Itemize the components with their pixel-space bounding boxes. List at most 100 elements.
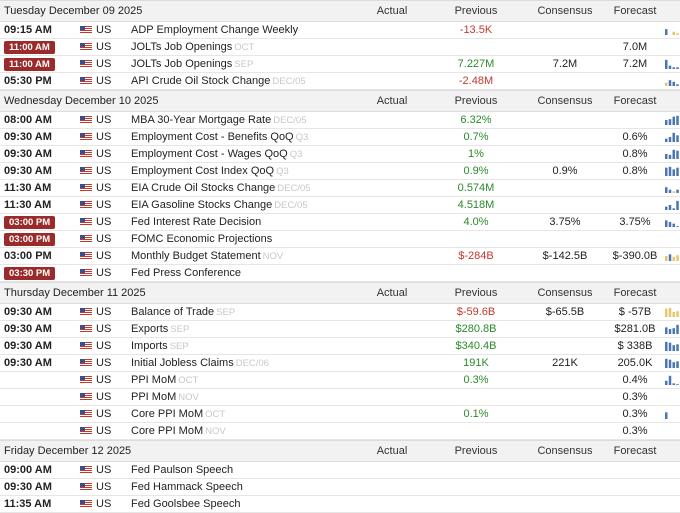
event-name-link[interactable]: Core PPI MoM <box>131 425 204 437</box>
event-row[interactable]: 09:15 AM US ADP Employment Change Weekly -1… <box>0 22 680 39</box>
day-header: Friday December 12 2025 Actual Previous Con… <box>0 440 680 462</box>
event-name-link[interactable]: Employment Cost Index QoQ <box>131 165 275 177</box>
event-name-cell: Exports SEP <box>127 323 357 335</box>
sparkline-chart <box>665 187 679 193</box>
event-row[interactable]: 09:30 AM US Initial Jobless Claims DEC/06 19… <box>0 355 680 372</box>
event-name-link[interactable]: Employment Cost - Wages QoQ <box>131 148 288 160</box>
event-country-cell: US <box>72 58 127 70</box>
event-row[interactable]: 09:30 AM US Employment Cost - Wages QoQ Q3 1… <box>0 146 680 163</box>
event-row[interactable]: 11:00 AM US JOLTs Job Openings OCT 7.0M <box>0 39 680 56</box>
event-previous: 0.1% <box>463 408 489 420</box>
event-previous: $340.4B <box>455 340 497 352</box>
event-time: 09:30 AM <box>4 323 52 335</box>
event-country-cell: US <box>72 408 127 420</box>
event-name-link[interactable]: Core PPI MoM <box>131 408 204 420</box>
event-row[interactable]: 09:00 AM US Fed Paulson Speech <box>0 462 680 479</box>
event-previous: -2.48M <box>458 75 494 87</box>
event-name-cell: Fed Paulson Speech <box>127 464 357 476</box>
event-reference-period: DEC/05 <box>272 76 306 87</box>
event-name-link[interactable]: Employment Cost - Benefits QoQ <box>131 131 294 143</box>
event-row[interactable]: 09:30 AM US Balance of Trade SEP $-59.6B $-65… <box>0 304 680 321</box>
event-time: 09:30 AM <box>4 148 52 160</box>
event-country-cell: US <box>72 306 127 318</box>
event-sparkline-cell <box>665 374 680 386</box>
sparkline-chart <box>665 200 679 210</box>
event-name-link[interactable]: Monthly Budget Statement <box>131 250 261 262</box>
event-previous: $-59.6B <box>456 306 496 318</box>
event-row[interactable]: 09:30 AM US Employment Cost - Benefits QoQ… <box>0 129 680 146</box>
sparkline-chart <box>665 149 679 159</box>
event-forecast: $ -57B <box>618 306 652 318</box>
event-row[interactable]: 09:30 AM US Exports SEP $280.8B $281.0B <box>0 321 680 338</box>
event-row[interactable]: US Core PPI MoM OCT 0.1% 0.3% <box>0 406 680 423</box>
event-name-link[interactable]: JOLTs Job Openings <box>131 58 233 70</box>
event-sparkline-cell <box>665 357 680 369</box>
event-row[interactable]: 11:30 AM US EIA Crude Oil Stocks Change DEC… <box>0 180 680 197</box>
event-country-cell: US <box>72 165 127 177</box>
event-name-cell: Core PPI MoM OCT <box>127 408 357 420</box>
event-consensus: $-65.5B <box>545 306 585 318</box>
event-row[interactable]: 11:30 AM US EIA Gasoline Stocks Change DEC/… <box>0 197 680 214</box>
event-row[interactable]: US Core PPI MoM NOV 0.3% <box>0 423 680 440</box>
event-name-link[interactable]: ADP Employment Change Weekly <box>131 24 299 36</box>
event-name-link[interactable]: API Crude Oil Stock Change <box>131 75 271 87</box>
event-row[interactable]: 03:30 PM US Fed Press Conference <box>0 265 680 282</box>
sparkline-bar <box>668 65 672 69</box>
us-flag-icon <box>80 60 92 67</box>
event-country: US <box>96 374 112 386</box>
event-name-link[interactable]: PPI MoM <box>131 391 177 403</box>
event-previous: 4.0% <box>463 216 489 228</box>
event-reference-period: NOV <box>262 251 284 262</box>
us-flag-icon <box>80 184 92 191</box>
event-previous: 6.32% <box>460 114 492 126</box>
event-name-link[interactable]: Fed Goolsbee Speech <box>131 498 241 510</box>
event-name-link[interactable]: FOMC Economic Projections <box>131 233 273 245</box>
event-row[interactable]: 09:30 AM US Employment Cost Index QoQ Q3 0.9… <box>0 163 680 180</box>
event-row[interactable]: 03:00 PM US FOMC Economic Projections <box>0 231 680 248</box>
sparkline-bar <box>665 256 668 261</box>
event-name-link[interactable]: PPI MoM <box>131 374 177 386</box>
event-name-link[interactable]: Fed Paulson Speech <box>131 464 234 476</box>
event-row[interactable]: 11:00 AM US JOLTs Job Openings SEP 7.227M 7.2… <box>0 56 680 73</box>
event-row[interactable]: 03:00 PM US Monthly Budget Statement NOV $-2… <box>0 248 680 265</box>
event-row[interactable]: 09:30 AM US Imports SEP $340.4B $ 338B <box>0 338 680 355</box>
event-sparkline-cell <box>665 323 680 335</box>
sparkline-bar <box>672 328 675 334</box>
event-sparkline-cell <box>665 250 680 262</box>
sparkline-bar <box>676 67 679 69</box>
event-name-link[interactable]: EIA Gasoline Stocks Change <box>131 199 273 211</box>
event-name-link[interactable]: Exports <box>131 323 169 335</box>
column-header-previous: Previous <box>454 445 498 457</box>
sparkline-bar <box>668 254 672 261</box>
event-name-link[interactable]: Balance of Trade <box>131 306 215 318</box>
event-country: US <box>96 425 112 437</box>
sparkline-chart <box>665 59 679 69</box>
sparkline-bar <box>665 412 668 419</box>
event-row[interactable]: 09:30 AM US Fed Hammack Speech <box>0 479 680 496</box>
event-name-link[interactable]: MBA 30-Year Mortgage Rate <box>131 114 272 126</box>
event-row[interactable]: 11:35 AM US Fed Goolsbee Speech <box>0 496 680 513</box>
sparkline-bar <box>676 189 679 193</box>
event-previous: 191K <box>463 357 489 369</box>
event-time-badge: 03:30 PM <box>4 266 56 280</box>
event-country-cell: US <box>72 216 127 228</box>
event-name-link[interactable]: Fed Interest Rate Decision <box>131 216 262 228</box>
event-row[interactable]: 05:30 PM US API Crude Oil Stock Change DEC/… <box>0 73 680 90</box>
sparkline-bar <box>665 29 668 35</box>
event-time-badge: 11:00 AM <box>4 57 55 71</box>
event-name-link[interactable]: Initial Jobless Claims <box>131 357 234 369</box>
event-name-link[interactable]: Imports <box>131 340 168 352</box>
sparkline-bar <box>665 120 668 125</box>
event-country-cell: US <box>72 114 127 126</box>
event-name-link[interactable]: Fed Press Conference <box>131 267 242 279</box>
event-name-link[interactable]: Fed Hammack Speech <box>131 481 243 493</box>
sparkline-bar <box>672 345 675 351</box>
event-row[interactable]: 03:00 PM US Fed Interest Rate Decision 4.0%… <box>0 214 680 231</box>
event-row[interactable]: US PPI MoM NOV 0.3% <box>0 389 680 406</box>
event-name-link[interactable]: EIA Crude Oil Stocks Change <box>131 182 276 194</box>
event-time: 09:30 AM <box>4 340 52 352</box>
event-row[interactable]: 08:00 AM US MBA 30-Year Mortgage Rate DEC/0… <box>0 112 680 129</box>
sparkline-chart <box>665 341 679 351</box>
event-name-link[interactable]: JOLTs Job Openings <box>131 41 233 53</box>
event-row[interactable]: US PPI MoM OCT 0.3% 0.4% <box>0 372 680 389</box>
